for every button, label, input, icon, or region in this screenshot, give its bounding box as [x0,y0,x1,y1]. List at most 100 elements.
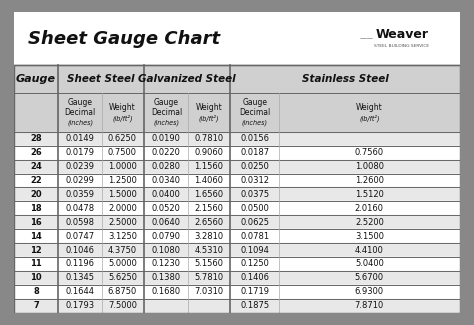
Text: 1.0000: 1.0000 [108,162,137,171]
Text: 0.1250: 0.1250 [240,259,269,268]
Text: (lb/ft²): (lb/ft²) [112,114,133,122]
Bar [14,132,460,146]
Text: 2.0000: 2.0000 [108,204,137,213]
Bar [14,271,460,285]
Text: 26: 26 [30,148,42,157]
Text: 1.1560: 1.1560 [194,162,223,171]
Bar [14,299,460,313]
Text: 0.1680: 0.1680 [152,287,181,296]
Text: Galvanized Steel: Galvanized Steel [138,74,236,84]
Text: 3.1250: 3.1250 [108,232,137,240]
Text: Weaver: Weaver [375,28,428,41]
Text: 4.3750: 4.3750 [108,246,137,254]
Bar [14,229,460,243]
Text: 0.0400: 0.0400 [152,190,181,199]
Text: 0.9060: 0.9060 [194,148,223,157]
Text: 11: 11 [30,259,42,268]
Text: 0.0478: 0.0478 [65,204,95,213]
Text: 1.6560: 1.6560 [194,190,223,199]
Bar [14,174,460,188]
Text: 0.1196: 0.1196 [66,259,95,268]
Bar [14,12,460,65]
Text: 2.6560: 2.6560 [194,218,223,227]
Text: 0.1793: 0.1793 [65,301,95,310]
Text: 0.0781: 0.0781 [240,232,269,240]
Text: 5.6250: 5.6250 [108,273,137,282]
Text: Gauge: Gauge [68,98,92,107]
Text: 0.0187: 0.0187 [240,148,269,157]
Bar [14,257,460,271]
Text: 1.4060: 1.4060 [194,176,223,185]
Text: STEEL BUILDING SERVICE: STEEL BUILDING SERVICE [374,44,429,48]
Text: 0.1094: 0.1094 [240,246,269,254]
Text: Decimal: Decimal [151,108,182,117]
Text: 0.7560: 0.7560 [355,148,384,157]
Text: 0.1719: 0.1719 [240,287,269,296]
Text: Decimal: Decimal [64,108,96,117]
Text: 0.0520: 0.0520 [152,204,181,213]
Text: Weight: Weight [356,103,383,112]
Text: 0.0625: 0.0625 [240,218,269,227]
Text: 2.5000: 2.5000 [108,218,137,227]
Text: Weight: Weight [109,103,136,112]
Text: 6.8750: 6.8750 [108,287,137,296]
Text: 4.4100: 4.4100 [355,246,384,254]
Text: 1.0080: 1.0080 [355,162,384,171]
Text: 0.1875: 0.1875 [240,301,269,310]
Text: 24: 24 [30,162,42,171]
Text: 4.5310: 4.5310 [194,246,223,254]
Text: 0.0179: 0.0179 [66,148,95,157]
Bar [14,65,460,132]
Text: 0.0640: 0.0640 [152,218,181,227]
Text: 7.5000: 7.5000 [108,301,137,310]
Text: 0.0280: 0.0280 [152,162,181,171]
Text: 0.1345: 0.1345 [66,273,95,282]
Bar [14,160,460,174]
Text: 0.0149: 0.0149 [66,134,95,143]
Text: 3.2810: 3.2810 [194,232,223,240]
Text: 0.0299: 0.0299 [66,176,95,185]
Text: (inches): (inches) [67,120,93,126]
Text: 14: 14 [30,232,42,240]
Text: 8: 8 [33,287,39,296]
Text: (lb/ft²): (lb/ft²) [199,114,219,122]
Text: 0.0156: 0.0156 [240,134,269,143]
Bar [14,243,460,257]
Text: 0.1080: 0.1080 [152,246,181,254]
Text: Gauge: Gauge [242,98,267,107]
Bar [14,202,460,215]
Text: (lb/ft²): (lb/ft²) [359,114,380,122]
Text: 0.1406: 0.1406 [240,273,269,282]
Text: Decimal: Decimal [239,108,271,117]
Text: 0.0375: 0.0375 [240,190,269,199]
Bar [14,285,460,299]
Text: 1.5120: 1.5120 [355,190,384,199]
Text: Sheet Steel: Sheet Steel [67,74,135,84]
Text: 1.2600: 1.2600 [355,176,384,185]
Text: 0.0312: 0.0312 [240,176,269,185]
Text: 2.0160: 2.0160 [355,204,384,213]
Text: 0.1230: 0.1230 [152,259,181,268]
Text: 2.1560: 2.1560 [194,204,223,213]
Text: 7.0310: 7.0310 [194,287,223,296]
Text: Weight: Weight [195,103,222,112]
Text: 0.0500: 0.0500 [240,204,269,213]
Text: Gauge: Gauge [154,98,179,107]
Text: 0.0239: 0.0239 [66,162,95,171]
Text: (inches): (inches) [154,120,179,126]
Text: 0.6250: 0.6250 [108,134,137,143]
Text: Gauge: Gauge [16,74,56,84]
Text: 10: 10 [30,273,42,282]
Bar [14,188,460,202]
Text: 1.2500: 1.2500 [108,176,137,185]
Text: 0.0790: 0.0790 [152,232,181,240]
Text: 0.1380: 0.1380 [152,273,181,282]
Text: ——: —— [359,36,373,42]
Text: 0.0359: 0.0359 [66,190,95,199]
Text: Stainless Steel: Stainless Steel [302,74,389,84]
Text: 2.5200: 2.5200 [355,218,384,227]
Text: 28: 28 [30,134,42,143]
Bar [14,215,460,229]
Text: 0.0220: 0.0220 [152,148,181,157]
Text: 0.0598: 0.0598 [66,218,95,227]
